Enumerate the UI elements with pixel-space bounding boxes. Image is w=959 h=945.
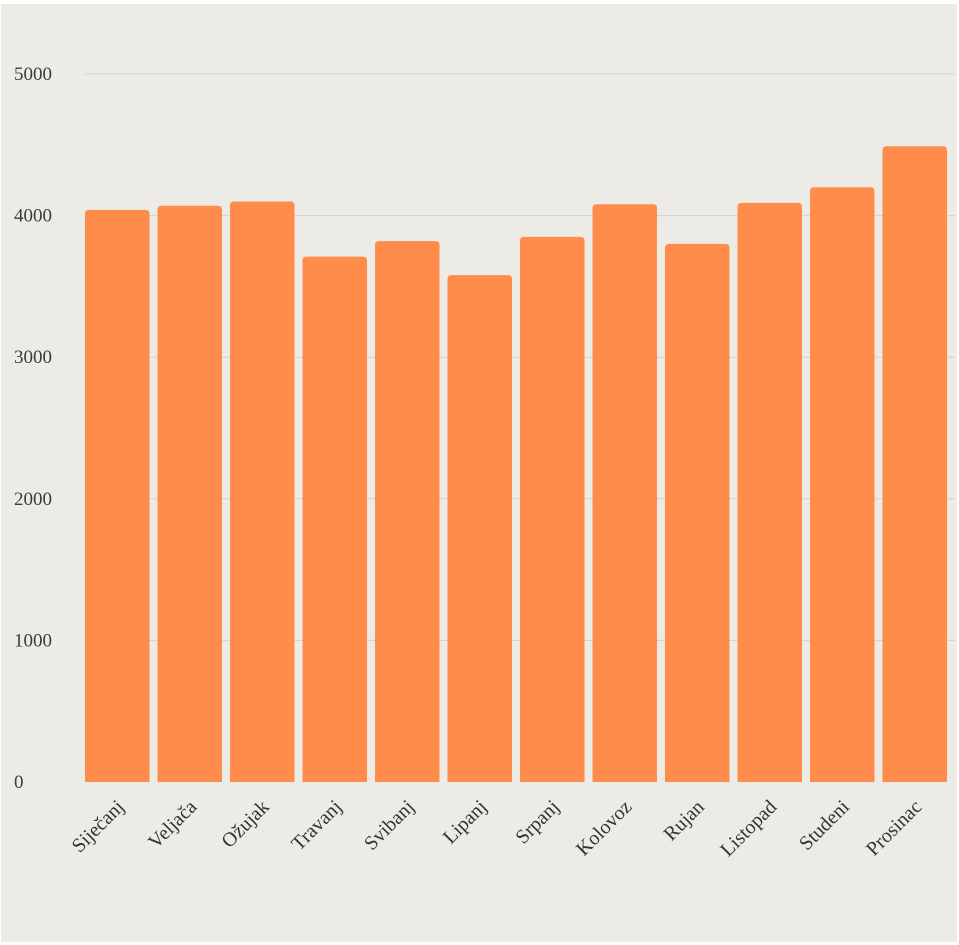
y-axis-ticks: 0 1000 2000 3000 4000 5000 [14,64,52,793]
y-tick-label: 1000 [14,630,52,651]
bar-12 [882,146,947,782]
bar-7 [520,236,585,783]
y-tick-label: 0 [14,772,24,793]
bar-11 [810,187,875,782]
bar-1 [85,209,150,782]
x-category-label: Siječanj [68,796,129,857]
x-category-label: Listopad [716,796,781,861]
bar-5 [375,241,440,782]
x-category-label: Prosinac [862,796,926,860]
bar-10 [737,202,802,782]
x-category-label: Veljača [144,796,201,853]
x-category-label: Lipanj [439,796,491,848]
bars [85,146,947,783]
y-tick-label: 4000 [14,206,52,227]
x-category-label: Srpanj [511,796,563,848]
x-category-label: Svibanj [360,796,419,855]
bar-6 [447,275,512,782]
y-tick-label: 5000 [14,64,52,85]
x-category-label: Kolovoz [572,796,636,860]
x-category-label: Ožujak [217,796,273,852]
x-category-label: Travanj [287,796,346,855]
x-category-label: Rujan [659,796,708,845]
y-tick-label: 3000 [14,347,52,368]
bar-4 [302,256,367,782]
y-tick-label: 2000 [14,489,52,510]
bar-2 [157,205,222,783]
x-category-label: Studeni [795,796,854,855]
bar-3 [230,201,295,782]
bar-9 [665,243,730,783]
bar-8 [592,204,657,783]
x-axis-labels: Siječanj Veljača Ožujak Travanj Svibanj Lipan… [68,796,927,861]
